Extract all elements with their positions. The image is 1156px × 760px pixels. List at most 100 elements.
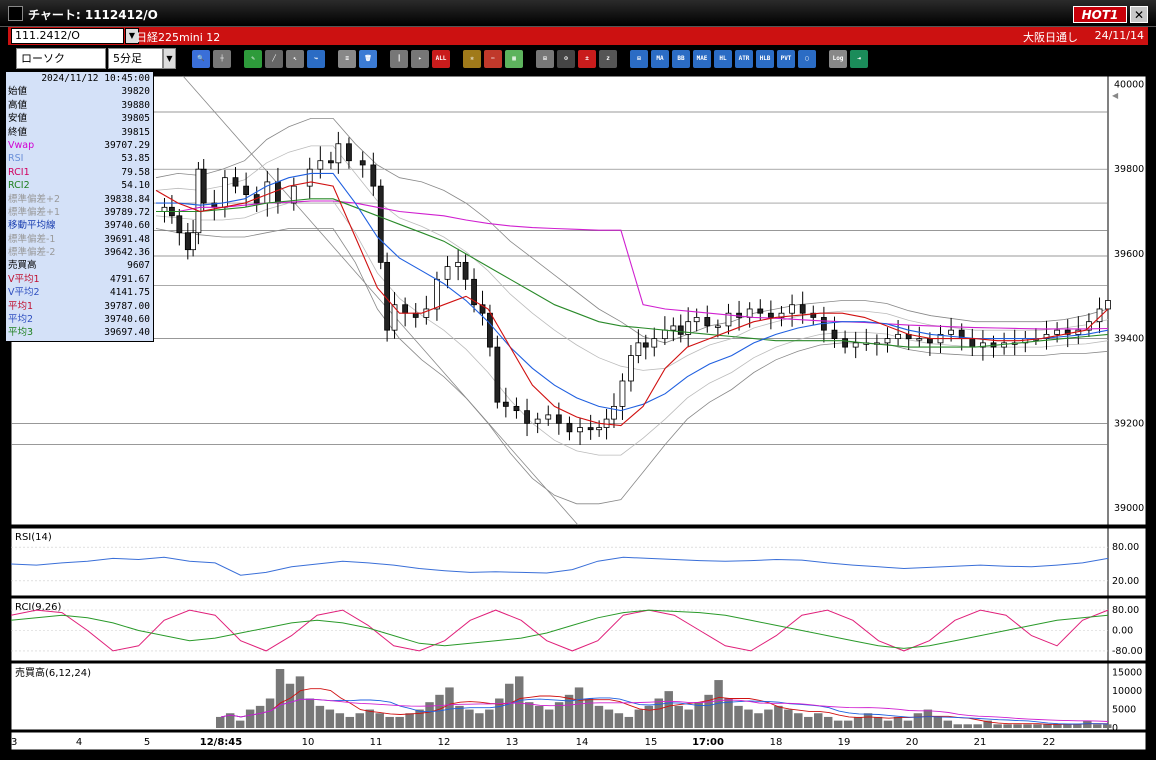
market-name: 大阪日通し: [1023, 31, 1078, 44]
color-button[interactable]: ▦: [505, 50, 523, 68]
compare-button[interactable]: ±: [578, 50, 596, 68]
candle-body: [778, 312, 785, 318]
rsi-tick-label: 20.00: [1112, 576, 1139, 587]
candle-body: [767, 312, 774, 318]
rci-tick-label: -80.00: [1112, 646, 1143, 657]
candle-body: [335, 143, 342, 164]
search-chart-button[interactable]: ⊙: [557, 50, 575, 68]
volume-bar: [784, 709, 793, 728]
note-button[interactable]: ≡: [338, 50, 356, 68]
close-button[interactable]: ✕: [1130, 6, 1148, 23]
volume-bar: [853, 716, 863, 728]
log-button[interactable]: Log: [829, 50, 847, 68]
crosshair-button[interactable]: ┼: [213, 50, 231, 68]
line-tool-button[interactable]: ╱: [265, 50, 283, 68]
info-row: RSI 53.85: [6, 152, 153, 165]
candle-body: [423, 308, 430, 318]
chart-type-select[interactable]: ローソク: [16, 48, 106, 69]
hl-button[interactable]: HL: [714, 50, 732, 68]
x-tick-label: 19: [838, 737, 851, 748]
volume-bar: [574, 687, 584, 728]
export-button[interactable]: ⇥: [850, 50, 868, 68]
interval-dropdown-icon[interactable]: ▼: [163, 48, 176, 69]
bb-button[interactable]: BB: [672, 50, 690, 68]
volume-bar: [564, 694, 574, 728]
volume-bar: [315, 705, 325, 728]
volume-bar: [774, 705, 783, 728]
candle-body: [704, 317, 711, 327]
bb-upper2: [155, 118, 1109, 344]
indicator-add-button[interactable]: ⊞: [536, 50, 554, 68]
candle-body: [412, 312, 419, 318]
pvt-button[interactable]: PVT: [777, 50, 795, 68]
all-button[interactable]: ALL: [432, 50, 450, 68]
pencil-button[interactable]: ✎: [244, 50, 262, 68]
volume-bar: [225, 713, 235, 728]
zoom-button[interactable]: 🔍: [192, 50, 210, 68]
candle-body: [200, 168, 207, 204]
volume-bar: [654, 698, 663, 728]
candle-bar-button[interactable]: ┃: [390, 50, 408, 68]
volume-bar: [435, 694, 444, 728]
volume-bar: [1093, 724, 1102, 728]
ma-button[interactable]: MA: [651, 50, 669, 68]
volume-tick-label: 0: [1112, 723, 1118, 734]
candle-body: [587, 427, 594, 431]
volume-bar: [734, 705, 743, 728]
axis-volume: [1107, 662, 1147, 731]
info-row: V平均1 4791.67: [6, 273, 153, 286]
symbol-input[interactable]: 111.2412/O: [11, 28, 124, 44]
symbol-dropdown-icon[interactable]: ▼: [125, 28, 139, 44]
info-row: 始値 39820: [6, 85, 153, 98]
info-row: 平均3 39697.40: [6, 326, 153, 339]
window-button[interactable]: ▢: [798, 50, 816, 68]
volume-bar: [814, 713, 823, 728]
x-tick-label: 15: [645, 737, 658, 748]
redo-button[interactable]: ↪: [307, 50, 325, 68]
chart-area[interactable]: 40000 39800 39600 39400 39200 39000 ◀ RSI(14) 80…: [8, 73, 1148, 760]
interval-select[interactable]: 5分足: [108, 48, 163, 69]
atr-button[interactable]: ATR: [735, 50, 753, 68]
info-value: 79.58: [121, 166, 150, 178]
candle-body: [494, 346, 501, 403]
trend-line: [182, 75, 579, 526]
cursor-button[interactable]: ↖: [286, 50, 304, 68]
title-bar[interactable]: チャート: 1112412/O HOT1 ✕: [0, 0, 1156, 27]
candle-body: [685, 321, 692, 335]
trash-button[interactable]: 🗑: [359, 50, 377, 68]
mae-button[interactable]: MAE: [693, 50, 711, 68]
candle-body: [596, 427, 603, 431]
tools-button[interactable]: ✂: [484, 50, 502, 68]
volume-bar: [325, 709, 335, 728]
hot-button[interactable]: HOT1: [1073, 6, 1127, 23]
candle-body: [799, 304, 806, 314]
x-tick-label: 10: [302, 737, 315, 748]
candle-body: [306, 168, 313, 187]
hlb-button[interactable]: HLB: [756, 50, 774, 68]
axis-main: [1107, 75, 1147, 526]
info-row: RCI1 79.58: [6, 166, 153, 179]
candle-body: [725, 312, 732, 327]
volume-bar: [804, 716, 813, 728]
blank-button[interactable]: z: [599, 50, 617, 68]
candle-body: [577, 427, 583, 433]
volume-bar: [1083, 720, 1092, 728]
panel-rsi: [10, 527, 1109, 597]
rsi-tick-label: 80.00: [1112, 542, 1139, 553]
volume-bar: [505, 683, 514, 728]
axis-rsi: [1107, 527, 1147, 597]
candle-body: [980, 342, 986, 348]
candle-body: [635, 342, 642, 356]
chart-app-icon: [8, 6, 23, 21]
x-tick-label: 18: [770, 737, 783, 748]
ma-chart-button[interactable]: ⊞: [630, 50, 648, 68]
candle-body: [969, 338, 976, 348]
settings-button[interactable]: ✲: [463, 50, 481, 68]
y-tick-label: 39200: [1114, 418, 1144, 429]
rsi-line: [10, 556, 1109, 576]
candle-right-button[interactable]: ▸: [411, 50, 429, 68]
volume-bar: [1053, 724, 1062, 728]
chart-canvas[interactable]: 40000 39800 39600 39400 39200 39000 ◀ RSI(14) 80…: [8, 73, 1148, 760]
candle-body: [555, 414, 562, 424]
volume-bar: [544, 709, 554, 728]
